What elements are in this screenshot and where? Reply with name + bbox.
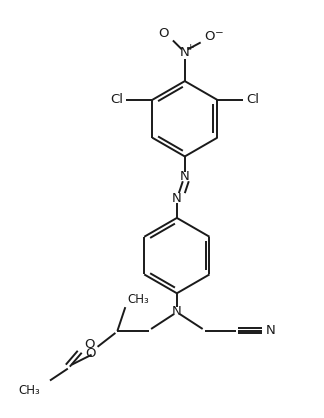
Text: N: N [266,324,276,337]
Text: N: N [172,305,182,318]
Text: Cl: Cl [247,94,260,107]
Text: N: N [172,191,182,204]
Text: N: N [180,170,190,183]
Text: CH₃: CH₃ [127,293,149,306]
Text: +: + [186,43,193,52]
Text: CH₃: CH₃ [18,384,40,397]
Text: Cl: Cl [110,94,123,107]
Text: N: N [180,46,190,59]
Text: O: O [85,347,96,360]
Text: O: O [84,338,95,351]
Text: O: O [204,30,215,43]
Text: O: O [159,27,169,40]
Text: −: − [215,28,224,38]
